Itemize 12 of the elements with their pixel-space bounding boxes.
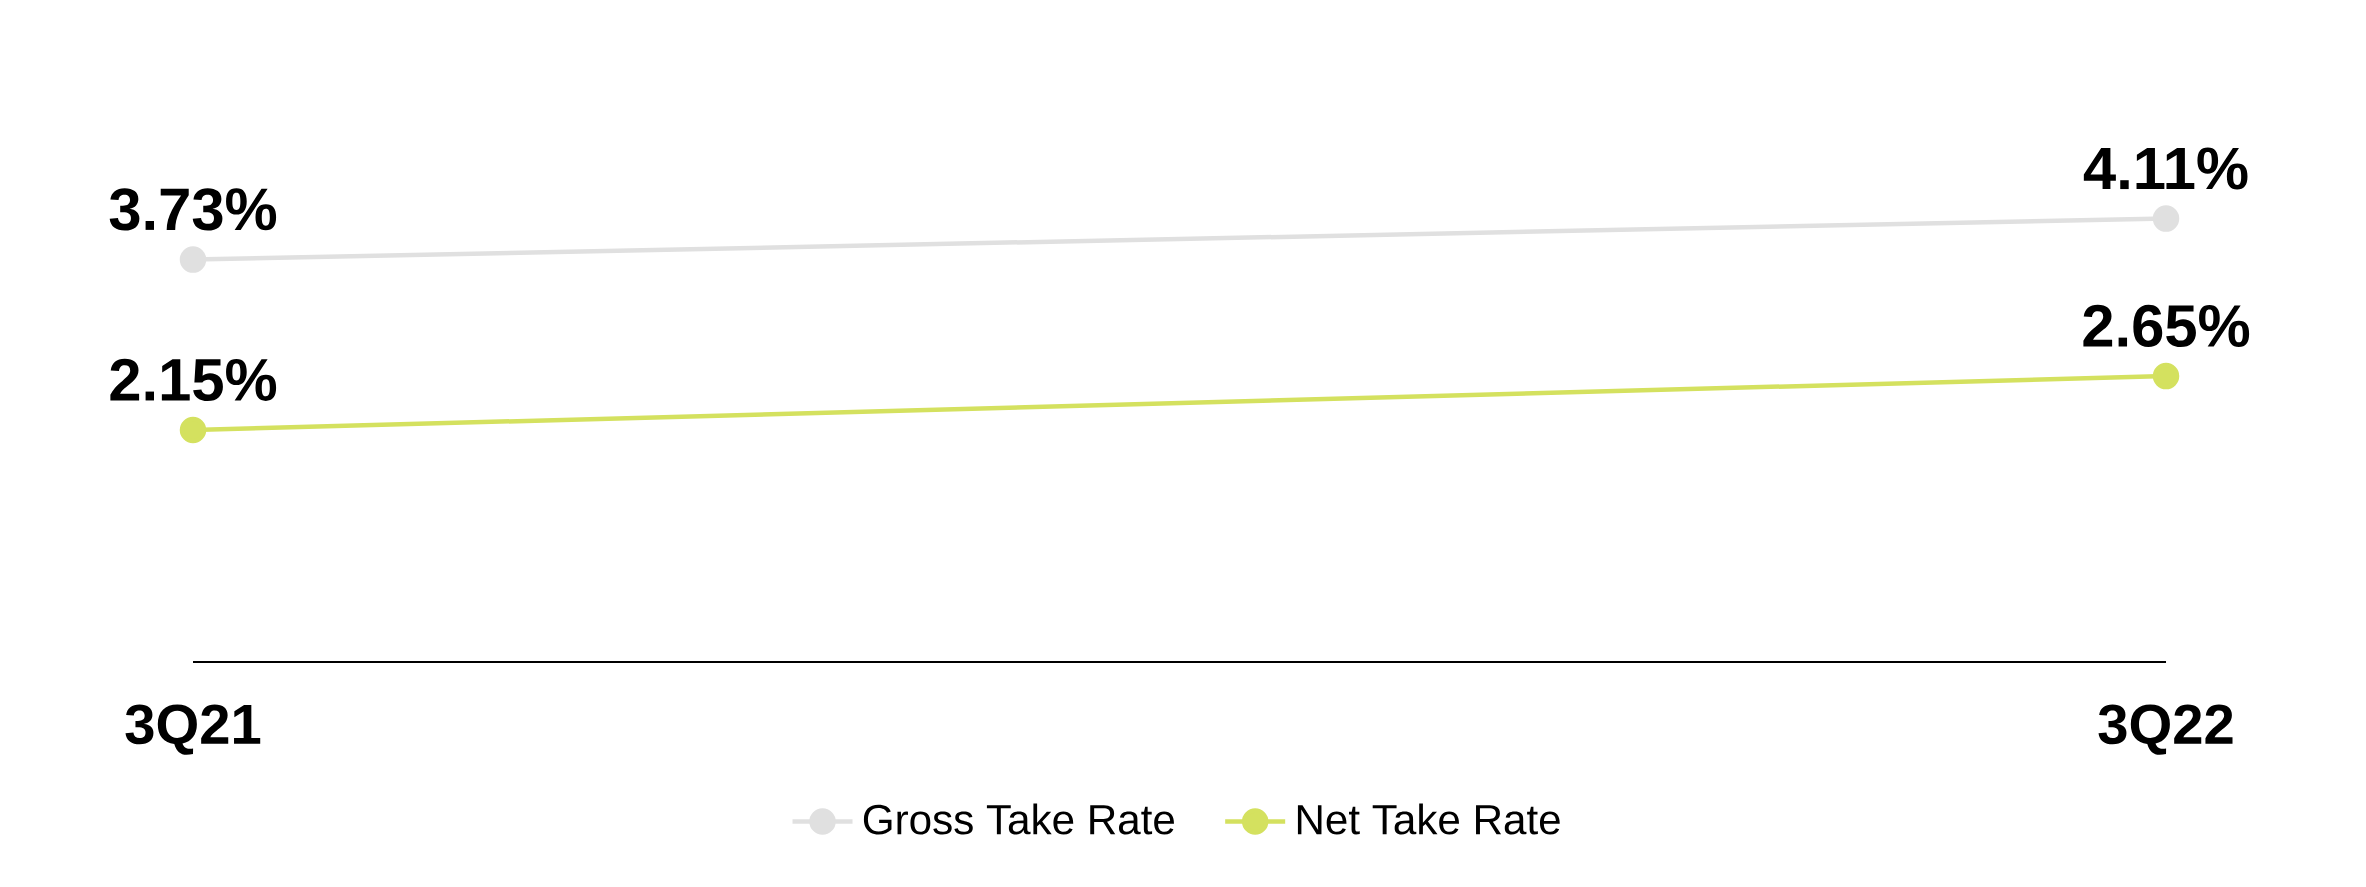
point	[179, 246, 207, 273]
legend-label: Gross Take Rate	[863, 803, 1174, 835]
data-label: 2.65%	[2083, 304, 2250, 348]
x-tick-label: 3Q21	[125, 704, 261, 755]
legend-label: Net Take Rate	[1297, 803, 1560, 835]
x-tick-label: 3Q22	[2098, 704, 2233, 755]
point	[2152, 205, 2180, 232]
point	[179, 416, 207, 444]
point	[2152, 362, 2180, 390]
data-label: 3.73%	[109, 188, 277, 231]
data-label: 2.15%	[110, 358, 277, 402]
data-label: 4.11%	[2083, 147, 2248, 190]
